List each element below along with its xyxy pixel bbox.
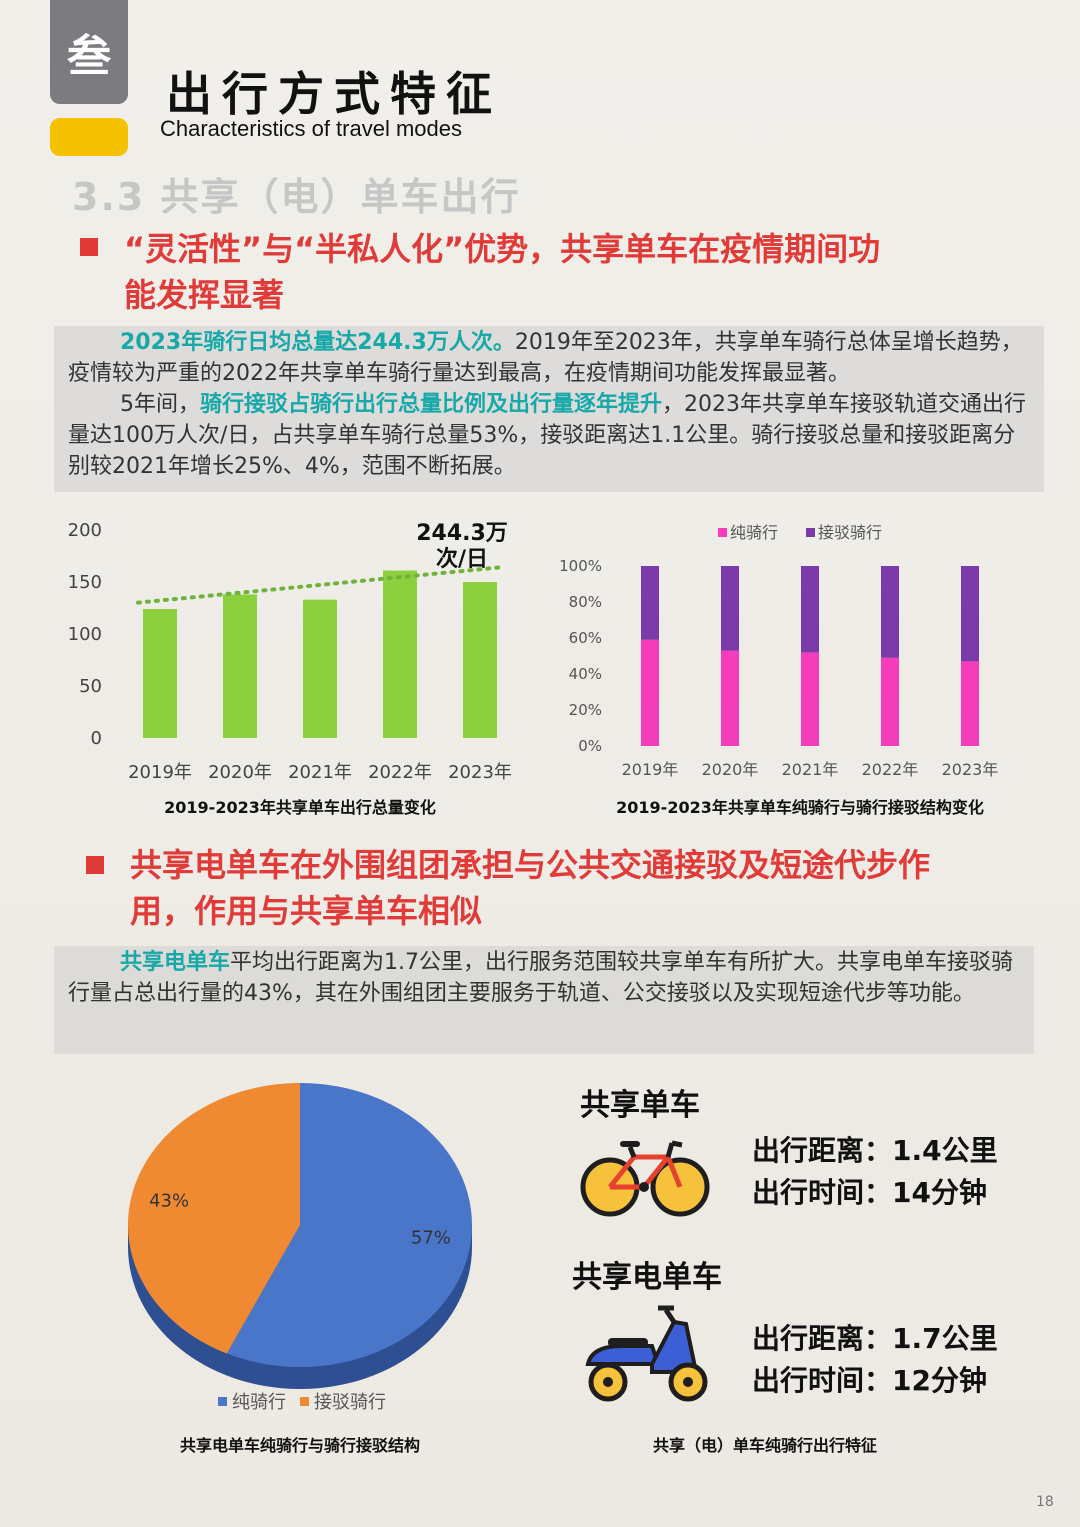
ebike-structure-pie-chart: 57% 43% 纯骑行 接驳骑行 bbox=[128, 1083, 472, 1413]
chapter-tab: 叁 bbox=[50, 0, 128, 104]
p2-lead: 5年间， bbox=[120, 392, 200, 417]
stacked-bar-segment bbox=[801, 652, 819, 746]
y-tick-label: 0 bbox=[91, 728, 102, 749]
pie-data-label: 43% bbox=[149, 1190, 189, 1211]
legend-swatch bbox=[218, 1397, 227, 1406]
bike-title: 共享单车 bbox=[580, 1088, 700, 1123]
point2-heading: 共享电单车在外围组团承担与公共交通接驳及短途代步作 用，作用与共享单车相似 bbox=[130, 842, 1060, 934]
stacked-bar-segment bbox=[801, 566, 819, 653]
total-rides-bar-chart: 0 50 100 150 200 2019年 2020年 2021年 2022年 2023年 244… bbox=[68, 520, 512, 783]
ebike-title: 共享电单车 bbox=[572, 1260, 722, 1295]
stacked-bar-segment bbox=[721, 566, 739, 651]
page-number: 18 bbox=[1036, 1494, 1054, 1510]
p2-text: ，2023年共享单车接驳轨道交通出行量达100万人次/日，占共享单车骑行总量53… bbox=[68, 392, 1027, 479]
stacked-bar-segment bbox=[961, 661, 979, 746]
chart2-caption: 2019-2023年共享单车纯骑行与骑行接驳结构变化 bbox=[616, 798, 984, 817]
stacked-bar-segment bbox=[641, 639, 659, 746]
ebike-stats: 出行距离：1.7公里 出行时间：12分钟 bbox=[752, 1318, 998, 1402]
stacked-bar-segment bbox=[881, 657, 899, 746]
x-tick-label: 2023年 bbox=[942, 760, 999, 779]
modes-caption: 共享（电）单车纯骑行出行特征 bbox=[652, 1436, 877, 1455]
bullet-square-icon bbox=[86, 856, 104, 874]
legend-label: 纯骑行 bbox=[730, 523, 778, 542]
y-tick-label: 100 bbox=[68, 624, 102, 645]
stacked-bar-segment bbox=[721, 650, 739, 746]
p1-text: 2019年至2023年，共享单车骑行总体呈增长趋势，疫情较为严重的2022年共享… bbox=[68, 330, 1023, 386]
y-tick-label: 0% bbox=[578, 737, 602, 755]
section-title: 3.3 共享（电）单车出行 bbox=[72, 175, 521, 219]
p3-highlight: 共享电单车 bbox=[120, 950, 231, 975]
bar bbox=[463, 582, 497, 738]
legend-label: 接驳骑行 bbox=[818, 523, 882, 542]
x-tick-label: 2023年 bbox=[448, 762, 512, 783]
point2-heading-line1: 共享电单车在外围组团承担与公共交通接驳及短途代步作 bbox=[130, 846, 931, 884]
legend-swatch bbox=[806, 528, 815, 537]
legend-swatch bbox=[718, 528, 727, 537]
trendline bbox=[136, 565, 502, 605]
point1-heading-line2: 能发挥显著 bbox=[124, 276, 285, 314]
x-tick-label: 2020年 bbox=[208, 762, 272, 783]
page-title: 出行方式特征 bbox=[166, 67, 502, 121]
x-tick-label: 2022年 bbox=[368, 762, 432, 783]
bar bbox=[303, 599, 337, 738]
p3-text: 平均出行距离为1.7公里，出行服务范围较共享单车有所扩大。共享电单车接驳骑行量占… bbox=[68, 950, 1014, 1006]
ride-structure-stacked-chart: 0% 20% 40% 60% 80% 100% 纯骑行 接驳骑行 2019年 2020年 2021年… bbox=[559, 523, 999, 779]
bicycle-icon bbox=[580, 1140, 710, 1217]
bike-stats: 出行距离：1.4公里 出行时间：14分钟 bbox=[752, 1130, 998, 1214]
chapter-char: 叁 bbox=[67, 31, 111, 82]
x-tick-label: 2021年 bbox=[288, 762, 352, 783]
bike-time: 出行时间：14分钟 bbox=[752, 1176, 987, 1209]
pie-slice bbox=[226, 1083, 472, 1367]
y-tick-label: 150 bbox=[68, 572, 102, 593]
bullet-square-icon bbox=[80, 238, 98, 256]
p1-highlight: 2023年骑行日均总量达244.3万人次。 bbox=[120, 330, 515, 355]
x-tick-label: 2019年 bbox=[622, 760, 679, 779]
y-tick-label: 60% bbox=[569, 629, 602, 647]
x-tick-label: 2021年 bbox=[782, 760, 839, 779]
legend-swatch bbox=[300, 1397, 309, 1406]
bike-distance: 出行距离：1.4公里 bbox=[752, 1134, 998, 1167]
chapter-pill bbox=[50, 118, 128, 156]
point1-heading: “灵活性”与“半私人化”优势，共享单车在疫情期间功 能发挥显著 bbox=[124, 226, 1054, 318]
ebike-time: 出行时间：12分钟 bbox=[752, 1364, 987, 1397]
scooter-icon bbox=[585, 1305, 708, 1402]
pie-data-label: 57% bbox=[411, 1228, 451, 1249]
stacked-bar-segment bbox=[961, 566, 979, 662]
pie-slice bbox=[128, 1083, 300, 1354]
y-tick-label: 200 bbox=[68, 520, 102, 541]
x-tick-label: 2019年 bbox=[128, 762, 192, 783]
y-tick-label: 80% bbox=[569, 593, 602, 611]
chart1-caption: 2019-2023年共享单车出行总量变化 bbox=[164, 798, 436, 817]
y-tick-label: 100% bbox=[559, 557, 602, 575]
annotation-line1: 244.3万 bbox=[416, 521, 508, 546]
y-tick-label: 40% bbox=[569, 665, 602, 683]
chart3-caption: 共享电单车纯骑行与骑行接驳结构 bbox=[179, 1436, 420, 1455]
legend-label: 接驳骑行 bbox=[314, 1392, 386, 1413]
stacked-bar-segment bbox=[881, 566, 899, 658]
point1-heading-line1: “灵活性”与“半私人化”优势，共享单车在疫情期间功 bbox=[124, 230, 881, 268]
point1-paragraph: 2023年骑行日均总量达244.3万人次。2019年至2023年，共享单车骑行总… bbox=[54, 326, 1044, 492]
ebike-distance: 出行距离：1.7公里 bbox=[752, 1322, 998, 1355]
bar bbox=[223, 594, 257, 738]
point2-heading-line2: 用，作用与共享单车相似 bbox=[130, 892, 483, 930]
y-tick-label: 50 bbox=[79, 676, 102, 697]
y-tick-label: 20% bbox=[569, 701, 602, 719]
legend-label: 纯骑行 bbox=[232, 1392, 286, 1413]
stacked-bar-segment bbox=[641, 566, 659, 640]
bar bbox=[143, 609, 177, 738]
annotation-line2: 次/日 bbox=[436, 546, 488, 572]
x-tick-label: 2020年 bbox=[702, 760, 759, 779]
x-tick-label: 2022年 bbox=[862, 760, 919, 779]
point2-paragraph: 共享电单车平均出行距离为1.7公里，出行服务范围较共享单车有所扩大。共享电单车接… bbox=[54, 946, 1034, 1054]
p2-highlight: 骑行接驳占骑行出行总量比例及出行量逐年提升 bbox=[200, 392, 663, 417]
page-subtitle: Characteristics of travel modes bbox=[160, 116, 462, 141]
bar bbox=[383, 570, 417, 738]
